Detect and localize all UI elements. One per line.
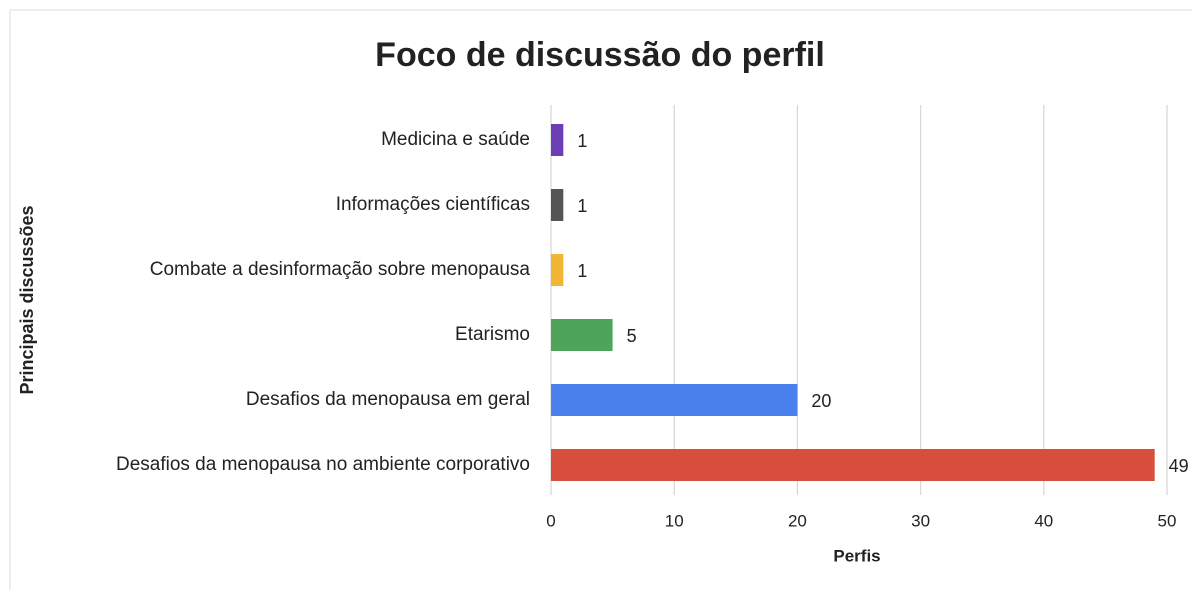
chart-title: Foco de discussão do perfil xyxy=(375,36,825,74)
y-tick-label: Informações científicas xyxy=(335,194,530,216)
data-label: 5 xyxy=(627,326,637,346)
bar xyxy=(551,449,1155,481)
y-tick-label-wrap: Desafios da menopausa no ambiente corpor… xyxy=(30,435,530,495)
y-tick-label-box: Combate a desinformação sobre menopausa xyxy=(30,240,530,300)
data-label: 1 xyxy=(577,261,587,281)
x-tick-label: 30 xyxy=(911,511,930,530)
y-tick-label-box: Desafios da menopausa em geral xyxy=(30,370,530,430)
y-axis-label: Principais discussões xyxy=(17,205,37,394)
y-tick-label: Desafios da menopausa em geral xyxy=(245,389,530,411)
x-tick-label: 50 xyxy=(1158,511,1177,530)
data-label: 1 xyxy=(577,131,587,151)
x-axis-label: Perfis xyxy=(833,546,880,565)
y-tick-label: Combate a desinformação sobre menopausa xyxy=(149,259,530,281)
y-tick-label: Desafios da menopausa no ambiente corpor… xyxy=(115,454,530,476)
frame xyxy=(9,9,1192,590)
x-tick-label: 10 xyxy=(665,511,684,530)
data-label: 20 xyxy=(811,391,831,411)
y-tick-label-wrap: Etarismo xyxy=(30,305,530,365)
y-tick-label-box: Etarismo xyxy=(30,305,530,365)
y-tick-label: Medicina e saúde xyxy=(381,129,530,151)
bar xyxy=(551,124,564,156)
x-tick-label: 40 xyxy=(1034,511,1053,530)
y-tick-label: Etarismo xyxy=(455,324,530,346)
x-tick-label: 0 xyxy=(546,511,555,530)
y-tick-label-box: Informações científicas xyxy=(30,175,530,235)
y-tick-label-wrap: Desafios da menopausa em geral xyxy=(30,370,530,430)
bar xyxy=(551,189,564,221)
bar xyxy=(551,384,798,416)
bar xyxy=(551,254,564,286)
x-tick-label: 20 xyxy=(788,511,807,530)
y-tick-label-wrap: Informações científicas xyxy=(30,175,530,235)
y-tick-label-box: Desafios da menopausa no ambiente corpor… xyxy=(30,435,530,495)
y-tick-label-box: Medicina e saúde xyxy=(30,110,530,170)
y-tick-label-wrap: Medicina e saúde xyxy=(30,110,530,170)
data-label: 1 xyxy=(577,196,587,216)
y-tick-label-wrap: Combate a desinformação sobre menopausa xyxy=(30,240,530,300)
data-label: 49 xyxy=(1169,456,1189,476)
bar xyxy=(551,319,613,351)
